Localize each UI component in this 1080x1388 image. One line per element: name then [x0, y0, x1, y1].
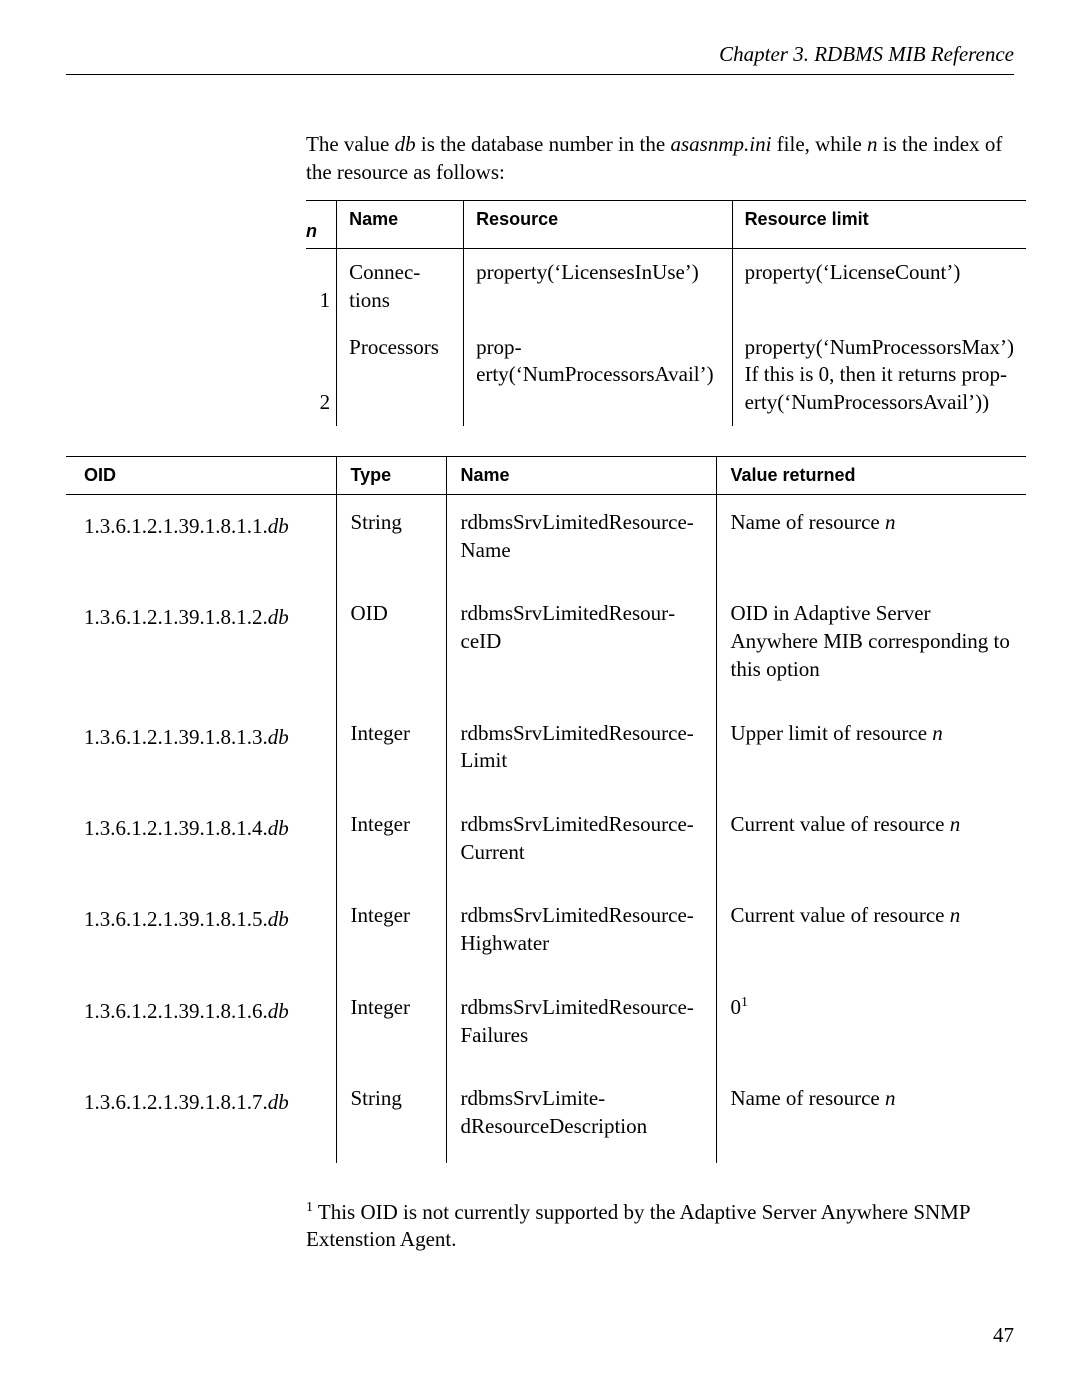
table-row: 1.3.6.1.2.1.39.1.8.1.3.db Integer rdbmsS… — [66, 706, 1026, 797]
cell-value: Upper limit of resource n — [716, 706, 1026, 797]
cell-n: 1 — [306, 249, 337, 324]
intro-file: asasnmp.ini — [670, 132, 771, 156]
intro-p1: The value — [306, 132, 395, 156]
running-header: Chapter 3. RDBMS MIB Reference — [66, 42, 1014, 75]
intro-db: db — [395, 132, 416, 156]
cell-oid: 1.3.6.1.2.1.39.1.8.1.4.db — [66, 797, 336, 888]
cell-type: Integer — [336, 888, 446, 979]
intro-p3: file, while — [771, 132, 867, 156]
cell-value: OID in Adaptive Server Anywhere MIB corr… — [716, 586, 1026, 705]
cell-value: Name of resource n — [716, 494, 1026, 586]
th-type: Type — [336, 456, 446, 494]
th-resource: Resource — [464, 201, 733, 249]
cell-limit: property(‘LicenseCount’) — [732, 249, 1026, 324]
cell-n: 2 — [306, 324, 337, 426]
cell-oid: 1.3.6.1.2.1.39.1.8.1.3.db — [66, 706, 336, 797]
cell-resource: prop­erty(‘LicensesInUse’) — [464, 249, 733, 324]
cell-resource: prop­erty(‘NumProcessorsAvail’) — [464, 324, 733, 426]
cell-oid: 1.3.6.1.2.1.39.1.8.1.6.db — [66, 980, 336, 1071]
cell-name: Connec­tions — [337, 249, 464, 324]
cell-oid: 1.3.6.1.2.1.39.1.8.1.1.db — [66, 494, 336, 586]
cell-type: OID — [336, 586, 446, 705]
table-row: 1.3.6.1.2.1.39.1.8.1.7.db String rdbmsSr… — [66, 1071, 1026, 1162]
table-row: 1.3.6.1.2.1.39.1.8.1.2.db OID rdbmsSrvLi… — [66, 586, 1026, 705]
table-row: 1 Connec­tions prop­erty(‘LicensesInUse’… — [306, 249, 1026, 324]
cell-type: Integer — [336, 980, 446, 1071]
th-name2: Name — [446, 456, 716, 494]
table-row: 1.3.6.1.2.1.39.1.8.1.5.db Integer rdbmsS… — [66, 888, 1026, 979]
th-name: Name — [337, 201, 464, 249]
cell-type: Integer — [336, 706, 446, 797]
intro-paragraph: The value db is the database number in t… — [306, 131, 1004, 186]
cell-mibname: rdbmsSrvLimitedResource­Failures — [446, 980, 716, 1071]
th-value: Value returned — [716, 456, 1026, 494]
footnote-sup: 1 — [306, 1200, 313, 1215]
table-row: 1.3.6.1.2.1.39.1.8.1.6.db Integer rdbmsS… — [66, 980, 1026, 1071]
cell-oid: 1.3.6.1.2.1.39.1.8.1.7.db — [66, 1071, 336, 1162]
cell-mibname: rdbmsSrvLimitedResource­Name — [446, 494, 716, 586]
oid-table: OID Type Name Value returned 1.3.6.1.2.1… — [66, 456, 1026, 1163]
page-number: 47 — [993, 1323, 1014, 1348]
cell-value: Name of resource n — [716, 1071, 1026, 1162]
cell-mibname: rdbmsSrvLimitedResource­Current — [446, 797, 716, 888]
table-row: 1.3.6.1.2.1.39.1.8.1.4.db Integer rdbmsS… — [66, 797, 1026, 888]
cell-limit: property(‘NumProcessorsMax’) If this is … — [732, 324, 1026, 426]
cell-mibname: rdbmsSrvLimitedResource­Limit — [446, 706, 716, 797]
cell-value: Current value of resource n — [716, 797, 1026, 888]
cell-mibname: rdbmsSrvLimitedResource­Highwater — [446, 888, 716, 979]
th-n: n — [306, 201, 337, 249]
cell-mibname: rdbmsSrvLimite­dResourceDescription — [446, 1071, 716, 1162]
cell-name: Processors — [337, 324, 464, 426]
cell-value: 01 — [716, 980, 1026, 1071]
cell-oid: 1.3.6.1.2.1.39.1.8.1.5.db — [66, 888, 336, 979]
cell-oid: 1.3.6.1.2.1.39.1.8.1.2.db — [66, 586, 336, 705]
intro-p2: is the database number in the — [416, 132, 671, 156]
cell-mibname: rdbmsSrvLimitedResour­ceID — [446, 586, 716, 705]
footnote-text: This OID is not currently supported by t… — [306, 1200, 970, 1252]
table-row: 2 Processors prop­erty(‘NumProcessorsAva… — [306, 324, 1026, 426]
resource-index-table: n Name Resource Resource limit 1 Connec­… — [306, 200, 1026, 425]
footnote: 1 This OID is not currently supported by… — [306, 1199, 1004, 1254]
th-limit: Resource limit — [732, 201, 1026, 249]
intro-n: n — [867, 132, 878, 156]
cell-type: Integer — [336, 797, 446, 888]
cell-type: String — [336, 1071, 446, 1162]
table-row: 1.3.6.1.2.1.39.1.8.1.1.db String rdbmsSr… — [66, 494, 1026, 586]
cell-type: String — [336, 494, 446, 586]
th-oid: OID — [66, 456, 336, 494]
cell-value: Current value of resource n — [716, 888, 1026, 979]
